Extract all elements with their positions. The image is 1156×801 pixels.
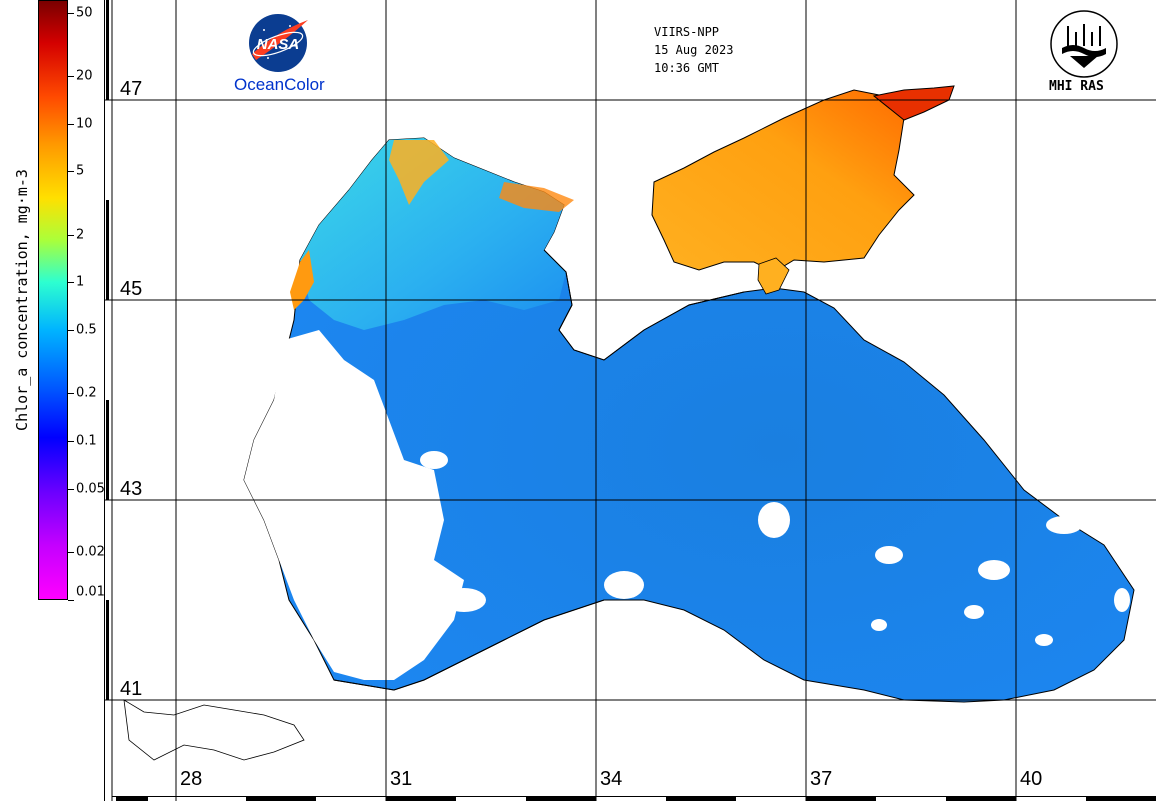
colorbar: Chlor_a concentration, mg·m-3 50 20 10 5 2 1 0…	[0, 0, 105, 801]
northwest-shelf-water	[300, 138, 566, 330]
colorbar-tick	[68, 12, 74, 14]
colorbar-tick	[68, 282, 74, 284]
colorbar-tick-label: 0.1	[76, 433, 97, 449]
longitude-label: 34	[600, 768, 623, 790]
colorbar-tick	[68, 552, 74, 554]
karkinit-coastal-bloom	[499, 182, 574, 212]
colorbar-tick	[68, 171, 74, 173]
oceancolor-caption: OceanColor	[234, 75, 325, 94]
cloud-patches	[331, 383, 1130, 646]
acquisition-time: 10:36 GMT	[654, 61, 720, 75]
latitude-label: 45	[120, 278, 143, 300]
nasa-logo: NASA	[246, 12, 310, 78]
colorbar-tick-label: 0.2	[76, 385, 97, 401]
acquisition-date: 15 Aug 2023	[654, 43, 734, 57]
longitude-label: 28	[180, 768, 203, 790]
colorbar-tick-label: 0.02	[76, 544, 105, 560]
azov-taganrog-bay	[872, 85, 955, 121]
marmara-coastline	[123, 699, 305, 761]
colorbar-tick	[68, 330, 74, 332]
colorbar-tick-label: 50	[76, 5, 93, 21]
map-area: 47 45 43 41 28 31 34 37 40	[104, 0, 1156, 801]
crimea-coastline	[543, 249, 745, 361]
satellite-name: VIIRS-NPP	[654, 25, 720, 39]
sea-of-azov-water	[651, 89, 915, 273]
colorbar-tick-label: 5	[76, 163, 85, 179]
latitude-label: 41	[120, 678, 143, 700]
colorbar-tick	[68, 393, 74, 395]
danube-coastal-bloom	[290, 250, 314, 310]
dnieper-coastal-bloom	[389, 140, 449, 205]
colorbar-tick-label: 0.01	[76, 584, 105, 600]
south-coastline	[333, 599, 644, 691]
mhi-ras-caption: MHI RAS	[1049, 79, 1104, 94]
colorbar-tick-label: 10	[76, 116, 93, 132]
colorbar-tick-label: 1	[76, 274, 85, 290]
colorbar-tick	[68, 123, 74, 125]
colorbar-tick-label: 20	[76, 68, 93, 84]
left-scale-bar	[104, 0, 109, 801]
cloud-mask-west	[244, 330, 464, 680]
latitude-label: 43	[120, 478, 143, 500]
longitude-label: 37	[810, 768, 833, 790]
longitude-label: 31	[390, 768, 413, 790]
colorbar-tick-label: 0.5	[76, 322, 97, 338]
colorbar-tick	[68, 75, 74, 77]
bottom-scale-bar	[112, 796, 1156, 801]
colorbar-tick-label: 2	[76, 227, 85, 243]
longitude-label: 40	[1020, 768, 1043, 790]
mhi-ras-logo	[1048, 10, 1120, 82]
colorbar-tick	[68, 441, 74, 443]
nasa-logo-text: NASA	[257, 36, 300, 53]
azov-kerch-strait	[757, 257, 790, 295]
acquisition-info: VIIRS-NPP 15 Aug 2023 10:36 GMT	[654, 23, 733, 77]
colorbar-tick	[68, 600, 74, 601]
colorbar-gradient	[38, 0, 68, 600]
colorbar-tick-label: 0.05	[76, 481, 105, 497]
colorbar-tick	[68, 234, 74, 236]
graticule	[104, 0, 1156, 801]
latitude-label: 47	[120, 78, 143, 100]
colorbar-tick	[68, 488, 74, 490]
map-canvas	[104, 0, 1156, 801]
